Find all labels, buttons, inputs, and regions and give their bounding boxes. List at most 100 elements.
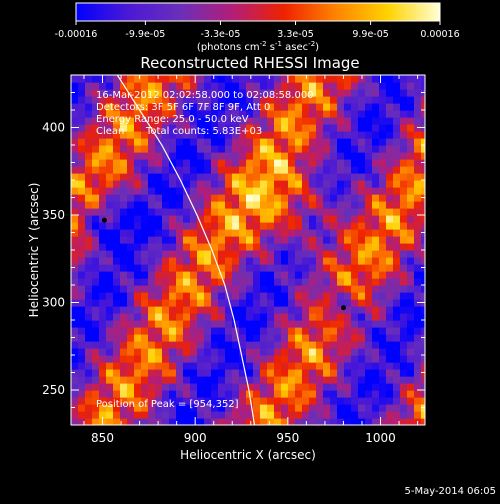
heatmap-cell — [386, 264, 394, 272]
heatmap-cell — [400, 285, 408, 293]
heatmap-cell — [232, 229, 240, 237]
heatmap-cell — [407, 138, 415, 146]
heatmap-cell — [288, 124, 296, 132]
heatmap-cell — [183, 369, 191, 377]
heatmap-cell — [197, 341, 205, 349]
heatmap-cell — [120, 110, 128, 118]
heatmap-cell — [372, 320, 380, 328]
heatmap-cell — [295, 411, 303, 419]
heatmap-cell — [225, 418, 233, 425]
heatmap-cell — [162, 341, 170, 349]
heatmap-cell — [295, 215, 303, 223]
heatmap-cell — [351, 75, 359, 83]
x-tick-label: 1000 — [365, 431, 396, 445]
heatmap-cell — [379, 201, 387, 209]
heatmap-cell — [414, 201, 422, 209]
heatmap-cell — [379, 397, 387, 405]
heatmap-cell — [365, 250, 373, 258]
heatmap-cell — [78, 320, 86, 328]
heatmap-cell — [274, 194, 282, 202]
heatmap-cell — [295, 306, 303, 314]
heatmap-cell — [71, 348, 79, 356]
heatmap-cell — [365, 208, 373, 216]
heatmap-cell — [232, 369, 240, 377]
heatmap-cell — [71, 418, 79, 425]
heatmap-cell — [316, 117, 324, 125]
heatmap-cell — [162, 250, 170, 258]
heatmap-cell — [421, 292, 425, 300]
heatmap-cell — [169, 229, 177, 237]
heatmap-cell — [260, 243, 268, 251]
heatmap-cell — [239, 166, 247, 174]
heatmap-cell — [169, 236, 177, 244]
heatmap-cell — [155, 208, 163, 216]
heatmap-cell — [148, 313, 156, 321]
heatmap-cell — [351, 327, 359, 335]
heatmap-cell — [288, 103, 296, 111]
heatmap-cell — [197, 222, 205, 230]
heatmap-cell — [414, 82, 422, 90]
heatmap-cell — [78, 159, 86, 167]
heatmap-cell — [211, 362, 219, 370]
heatmap-cell — [365, 229, 373, 237]
heatmap-cell — [421, 145, 425, 153]
heatmap-cell — [260, 362, 268, 370]
heatmap-cell — [323, 201, 331, 209]
heatmap-cell — [323, 75, 331, 83]
heatmap-cell — [176, 292, 184, 300]
heatmap-cell — [295, 229, 303, 237]
heatmap-cell — [183, 411, 191, 419]
heatmap-cell — [323, 152, 331, 160]
heatmap-cell — [239, 187, 247, 195]
heatmap-cell — [204, 159, 212, 167]
heatmap-cell — [393, 124, 401, 132]
heatmap-cell — [295, 376, 303, 384]
heatmap-cell — [386, 348, 394, 356]
heatmap-cell — [372, 89, 380, 97]
heatmap-cell — [379, 173, 387, 181]
heatmap-cell — [330, 285, 338, 293]
heatmap-cell — [407, 306, 415, 314]
heatmap-cell — [302, 117, 310, 125]
heatmap-cell — [218, 208, 226, 216]
heatmap-cell — [393, 208, 401, 216]
heatmap-cell — [92, 418, 100, 425]
heatmap-cell — [218, 75, 226, 83]
heatmap-cell — [421, 271, 425, 279]
heatmap-cell — [260, 404, 268, 412]
heatmap-cell — [330, 103, 338, 111]
heatmap-cell — [407, 334, 415, 342]
heatmap-cell — [267, 313, 275, 321]
heatmap-cell — [295, 362, 303, 370]
heatmap-cell — [197, 82, 205, 90]
heatmap-cell — [274, 327, 282, 335]
heatmap-cell — [176, 201, 184, 209]
heatmap-cell — [162, 327, 170, 335]
heatmap-cell — [351, 201, 359, 209]
heatmap-cell — [78, 243, 86, 251]
heatmap-cell — [176, 124, 184, 132]
heatmap-cell — [267, 278, 275, 286]
heatmap-cell — [309, 292, 317, 300]
heatmap-cell — [113, 418, 121, 425]
heatmap-cell — [421, 117, 425, 125]
heatmap-cell — [169, 397, 177, 405]
heatmap-cell — [92, 75, 100, 83]
heatmap-cell — [323, 208, 331, 216]
heatmap-cell — [281, 369, 289, 377]
heatmap-cell — [246, 306, 254, 314]
heatmap-cell — [99, 257, 107, 265]
heatmap-cell — [288, 334, 296, 342]
heatmap-cell — [190, 292, 198, 300]
heatmap-cell — [344, 243, 352, 251]
heatmap-cell — [197, 131, 205, 139]
heatmap-cell — [113, 341, 121, 349]
heatmap-cell — [337, 306, 345, 314]
heatmap-cell — [267, 124, 275, 132]
heatmap-cell — [288, 257, 296, 265]
heatmap-cell — [106, 145, 114, 153]
heatmap-cell — [281, 404, 289, 412]
heatmap-cell — [148, 243, 156, 251]
heatmap-cell — [414, 103, 422, 111]
heatmap-cell — [281, 201, 289, 209]
